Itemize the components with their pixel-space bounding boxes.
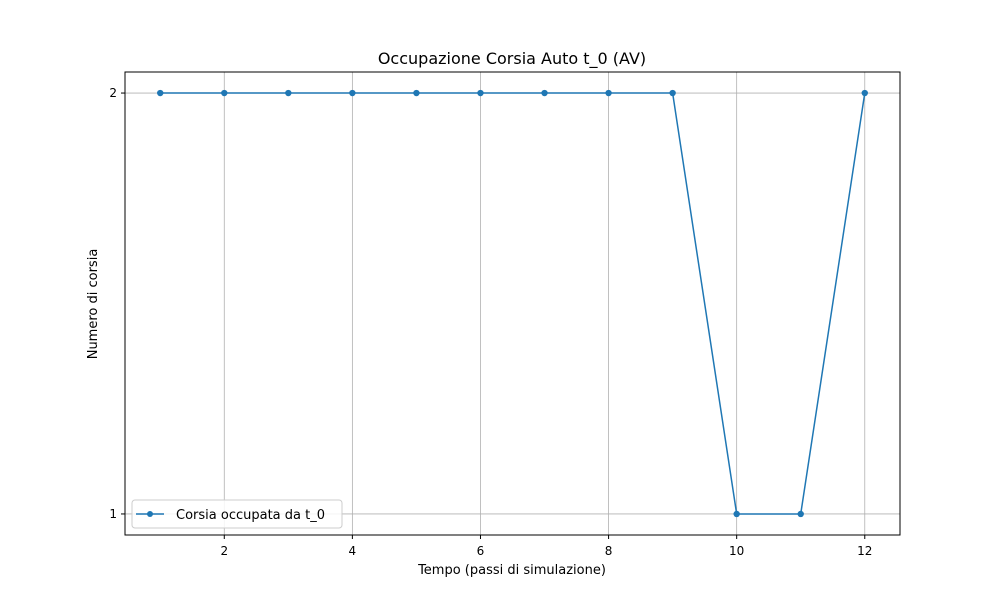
x-tick-label: 4 (349, 544, 357, 558)
x-tick-label: 10 (729, 544, 744, 558)
y-tick-label: 1 (109, 507, 117, 521)
x-tick-label: 8 (605, 544, 613, 558)
data-point (797, 510, 804, 518)
data-point (541, 89, 548, 97)
series-layer (157, 89, 868, 518)
data-point (605, 89, 612, 97)
chart-title: Occupazione Corsia Auto t_0 (AV) (378, 49, 646, 69)
x-tick-label: 12 (857, 544, 872, 558)
legend-frame (131, 499, 343, 529)
data-point (349, 89, 356, 97)
data-point (413, 89, 420, 97)
data-point (861, 89, 868, 97)
x-tick-label: 6 (477, 544, 485, 558)
data-point (285, 89, 292, 97)
data-point (733, 510, 740, 518)
y-tick-label: 2 (109, 86, 117, 100)
data-point (221, 89, 228, 97)
y-axis-label: Numero di corsia (86, 249, 101, 360)
legend: Corsia occupata da t_0 (131, 499, 343, 529)
series-line (160, 92, 866, 515)
x-tick-label: 2 (220, 544, 228, 558)
legend-series-marker (147, 511, 153, 517)
data-point (477, 89, 484, 97)
legend-entry-label: Corsia occupata da t_0 (176, 508, 325, 523)
grid-lines (125, 72, 900, 535)
data-point (157, 89, 164, 97)
plot-area (124, 71, 901, 536)
data-point (669, 89, 676, 97)
x-axis-label: Tempo (passi di simulazione) (417, 563, 606, 578)
